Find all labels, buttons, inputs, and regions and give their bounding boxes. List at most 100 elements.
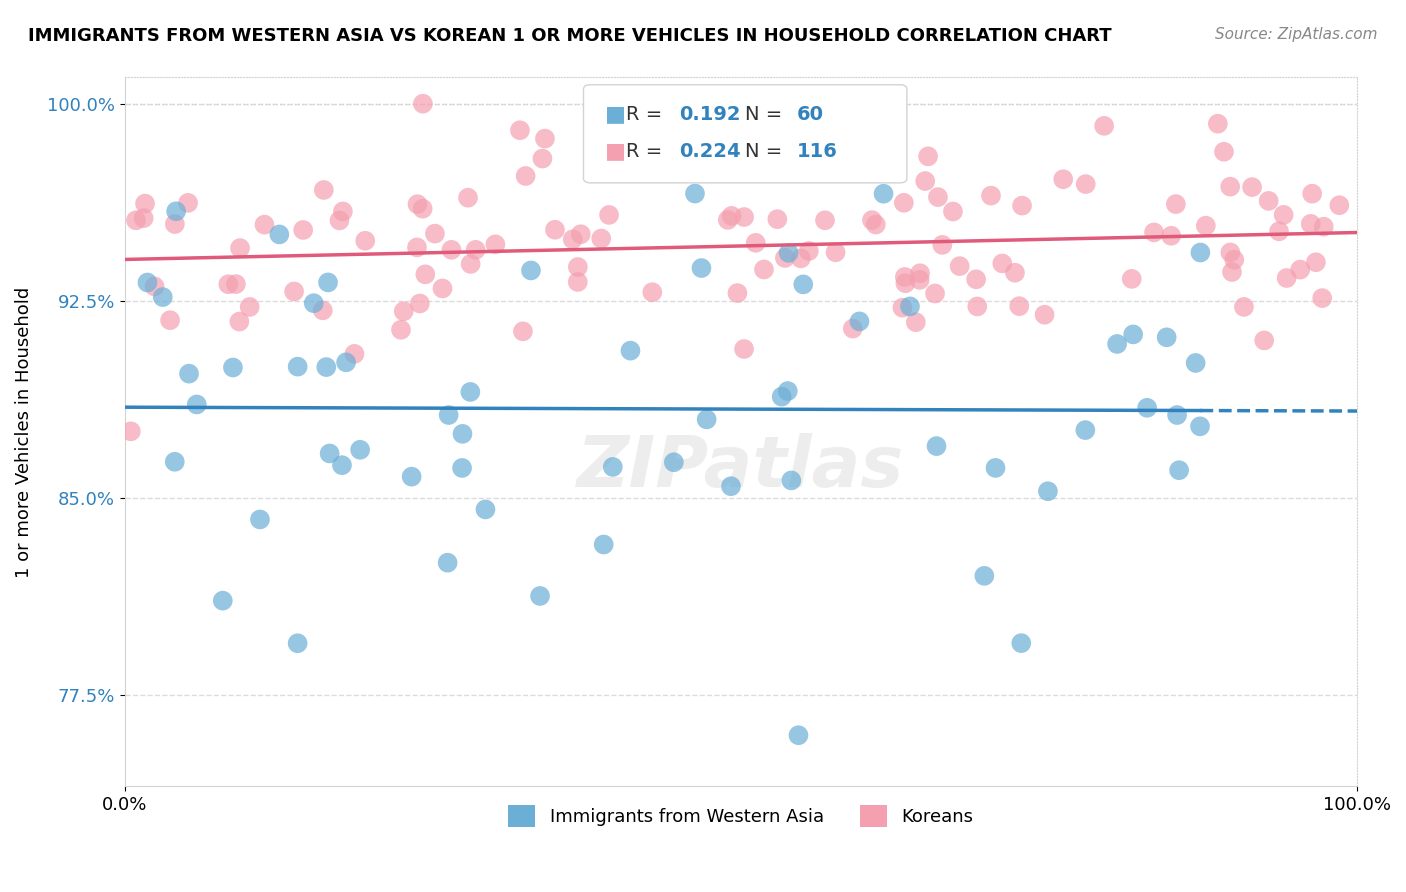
Koreans <box>931 238 953 252</box>
Koreans <box>1004 266 1026 280</box>
Immigrants from Western Asia <box>152 290 174 304</box>
Koreans <box>1305 255 1327 269</box>
Koreans <box>228 315 250 329</box>
Koreans <box>1213 145 1236 159</box>
Koreans <box>1195 219 1218 233</box>
Koreans <box>1268 224 1291 238</box>
Text: N =: N = <box>745 142 789 161</box>
Immigrants from Western Asia <box>335 355 357 369</box>
Text: ■: ■ <box>605 104 626 124</box>
Koreans <box>1074 177 1097 191</box>
Immigrants from Western Asia <box>136 276 159 290</box>
Immigrants from Western Asia <box>222 360 245 375</box>
Koreans <box>814 213 837 227</box>
Koreans <box>1272 208 1295 222</box>
Text: R =: R = <box>626 104 668 124</box>
Text: N =: N = <box>745 104 789 124</box>
Koreans <box>440 243 463 257</box>
Immigrants from Western Asia <box>287 636 309 650</box>
Text: 60: 60 <box>797 104 824 124</box>
Koreans <box>860 213 883 227</box>
Koreans <box>406 197 429 211</box>
Immigrants from Western Asia <box>925 439 948 453</box>
Koreans <box>1223 252 1246 267</box>
Koreans <box>1312 219 1334 234</box>
Immigrants from Western Asia <box>848 314 870 328</box>
Koreans <box>163 217 186 231</box>
Immigrants from Western Asia <box>177 367 200 381</box>
Koreans <box>894 277 917 291</box>
Koreans <box>312 183 335 197</box>
Koreans <box>544 223 567 237</box>
Koreans <box>143 279 166 293</box>
Immigrants from Western Asia <box>778 245 800 260</box>
Immigrants from Western Asia <box>1156 330 1178 344</box>
Immigrants from Western Asia <box>269 227 291 242</box>
Koreans <box>343 347 366 361</box>
Koreans <box>1299 217 1322 231</box>
Koreans <box>292 223 315 237</box>
Text: 0.224: 0.224 <box>679 142 741 161</box>
Koreans <box>991 256 1014 270</box>
Koreans <box>893 195 915 210</box>
Koreans <box>406 240 429 254</box>
Text: ZIPatlas: ZIPatlas <box>576 433 904 502</box>
Immigrants from Western Asia <box>330 458 353 472</box>
Legend: Immigrants from Western Asia, Koreans: Immigrants from Western Asia, Koreans <box>501 797 980 834</box>
Koreans <box>283 285 305 299</box>
Koreans <box>1220 265 1243 279</box>
Koreans <box>567 275 589 289</box>
Immigrants from Western Asia <box>211 593 233 607</box>
Koreans <box>773 251 796 265</box>
Koreans <box>225 277 247 291</box>
Immigrants from Western Asia <box>249 512 271 526</box>
Koreans <box>1219 179 1241 194</box>
Koreans <box>766 212 789 227</box>
Immigrants from Western Asia <box>696 412 718 426</box>
Koreans <box>904 315 927 329</box>
Koreans <box>842 321 865 335</box>
Immigrants from Western Asia <box>1010 636 1032 650</box>
Immigrants from Western Asia <box>619 343 641 358</box>
Koreans <box>891 301 914 315</box>
Koreans <box>432 281 454 295</box>
Koreans <box>1289 262 1312 277</box>
Immigrants from Western Asia <box>662 455 685 469</box>
Immigrants from Western Asia <box>1136 401 1159 415</box>
Immigrants from Western Asia <box>436 556 458 570</box>
Koreans <box>949 259 972 273</box>
Koreans <box>1160 228 1182 243</box>
Koreans <box>865 218 887 232</box>
Koreans <box>591 231 613 245</box>
Koreans <box>1092 119 1115 133</box>
Koreans <box>1310 291 1333 305</box>
Koreans <box>120 425 142 439</box>
Immigrants from Western Asia <box>872 186 894 201</box>
Koreans <box>914 174 936 188</box>
Koreans <box>412 202 434 216</box>
Koreans <box>484 237 506 252</box>
Koreans <box>1241 180 1264 194</box>
Immigrants from Western Asia <box>1122 327 1144 342</box>
Koreans <box>908 273 931 287</box>
Text: R =: R = <box>626 142 668 161</box>
Koreans <box>1275 271 1298 285</box>
Koreans <box>1052 172 1074 186</box>
Koreans <box>561 232 583 246</box>
Koreans <box>392 304 415 318</box>
Koreans <box>752 262 775 277</box>
Koreans <box>512 324 534 338</box>
Koreans <box>1011 199 1033 213</box>
Koreans <box>159 313 181 327</box>
Koreans <box>1033 308 1056 322</box>
Immigrants from Western Asia <box>1189 245 1212 260</box>
Immigrants from Western Asia <box>315 360 337 375</box>
Koreans <box>515 169 537 183</box>
Koreans <box>312 303 335 318</box>
Immigrants from Western Asia <box>165 204 187 219</box>
Koreans <box>797 244 820 258</box>
Koreans <box>966 300 988 314</box>
Koreans <box>509 123 531 137</box>
Immigrants from Western Asia <box>792 277 814 292</box>
Koreans <box>1253 334 1275 348</box>
